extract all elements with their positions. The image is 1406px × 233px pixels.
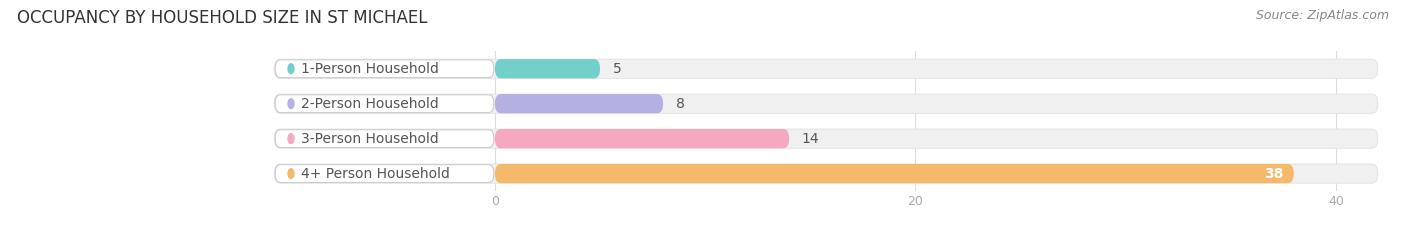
Text: 5: 5 [613, 62, 621, 76]
Text: 2-Person Household: 2-Person Household [301, 97, 439, 111]
FancyBboxPatch shape [274, 129, 1378, 148]
Text: OCCUPANCY BY HOUSEHOLD SIZE IN ST MICHAEL: OCCUPANCY BY HOUSEHOLD SIZE IN ST MICHAE… [17, 9, 427, 27]
Text: 3-Person Household: 3-Person Household [301, 132, 439, 146]
FancyBboxPatch shape [276, 95, 494, 113]
Circle shape [288, 169, 294, 178]
FancyBboxPatch shape [274, 164, 1378, 183]
FancyBboxPatch shape [495, 94, 664, 113]
FancyBboxPatch shape [274, 94, 1378, 113]
Text: 38: 38 [1264, 167, 1284, 181]
Text: 8: 8 [676, 97, 685, 111]
Text: Source: ZipAtlas.com: Source: ZipAtlas.com [1256, 9, 1389, 22]
Text: 4+ Person Household: 4+ Person Household [301, 167, 450, 181]
FancyBboxPatch shape [495, 59, 600, 78]
FancyBboxPatch shape [495, 164, 1294, 183]
Text: 1-Person Household: 1-Person Household [301, 62, 439, 76]
FancyBboxPatch shape [276, 130, 494, 147]
FancyBboxPatch shape [274, 59, 1378, 78]
Circle shape [288, 134, 294, 144]
Circle shape [288, 99, 294, 109]
Circle shape [288, 64, 294, 74]
FancyBboxPatch shape [276, 165, 494, 182]
Text: 14: 14 [801, 132, 820, 146]
FancyBboxPatch shape [276, 60, 494, 78]
FancyBboxPatch shape [495, 129, 789, 148]
